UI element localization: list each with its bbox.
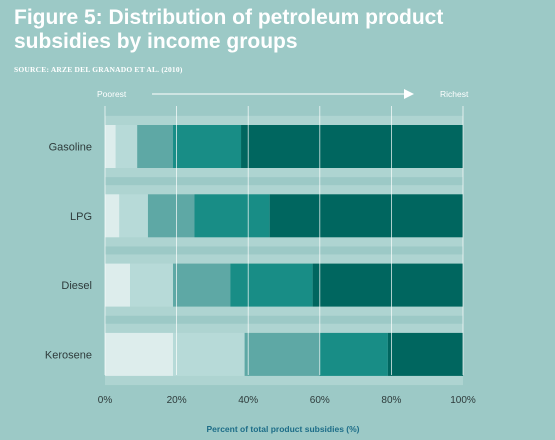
category-label-diesel: Diesel: [61, 280, 92, 292]
bar-segment-diesel-2: [130, 263, 174, 307]
bar-segment-gasoline-4: [173, 125, 242, 168]
category-label-lpg: LPG: [70, 211, 92, 223]
category-labels: Gasoline LPG Diesel Kerosene: [45, 142, 92, 362]
x-tick-label: 40%: [238, 395, 258, 406]
bar-segment-kerosene-3: [244, 332, 320, 376]
category-label-kerosene: Kerosene: [45, 349, 92, 361]
x-tick-label: 100%: [450, 395, 476, 406]
x-tick-label: 0%: [98, 395, 113, 406]
bar-segment-gasoline-3: [137, 125, 174, 168]
bar-segment-lpg-2: [119, 194, 148, 238]
bar-segment-diesel-1: [105, 263, 131, 307]
bar-segment-lpg-5: [269, 194, 463, 238]
bar-segment-kerosene-2: [173, 332, 245, 376]
bar-segment-gasoline-2: [115, 125, 138, 168]
x-tick-label: 60%: [310, 395, 330, 406]
figure-source: SOURCE: ARZE DEL GRANADO ET AL. (2010): [14, 65, 183, 74]
bar-segment-lpg-3: [147, 194, 195, 238]
category-label-gasoline: Gasoline: [49, 142, 92, 154]
bar-segment-kerosene-4: [319, 332, 388, 376]
bar-segment-kerosene-1: [105, 332, 174, 376]
figure-title: Figure 5: Distribution of petroleum prod…: [14, 6, 444, 53]
x-tick-label: 80%: [381, 395, 401, 406]
bar-segment-diesel-5: [312, 263, 463, 307]
x-tick-labels: 0% 20% 40% 60% 80% 100%: [98, 395, 476, 406]
bar-segment-kerosene-5: [387, 332, 463, 376]
bar-segment-diesel-3: [173, 263, 231, 307]
bar-segment-gasoline-5: [241, 125, 463, 168]
bar-group: [105, 125, 463, 376]
bar-segment-gasoline-1: [105, 125, 116, 168]
poorest-label: Poorest: [97, 89, 127, 99]
bar-segment-lpg-1: [105, 194, 120, 238]
gridlines: [104, 106, 464, 375]
bar-segment-diesel-4: [230, 263, 313, 307]
x-axis-label: Percent of total product subsidies (%): [206, 424, 359, 434]
x-tick-label: 20%: [167, 395, 187, 406]
bar-segment-lpg-4: [194, 194, 270, 238]
richest-label: Richest: [440, 89, 469, 99]
direction-arrow-head: [404, 89, 414, 99]
